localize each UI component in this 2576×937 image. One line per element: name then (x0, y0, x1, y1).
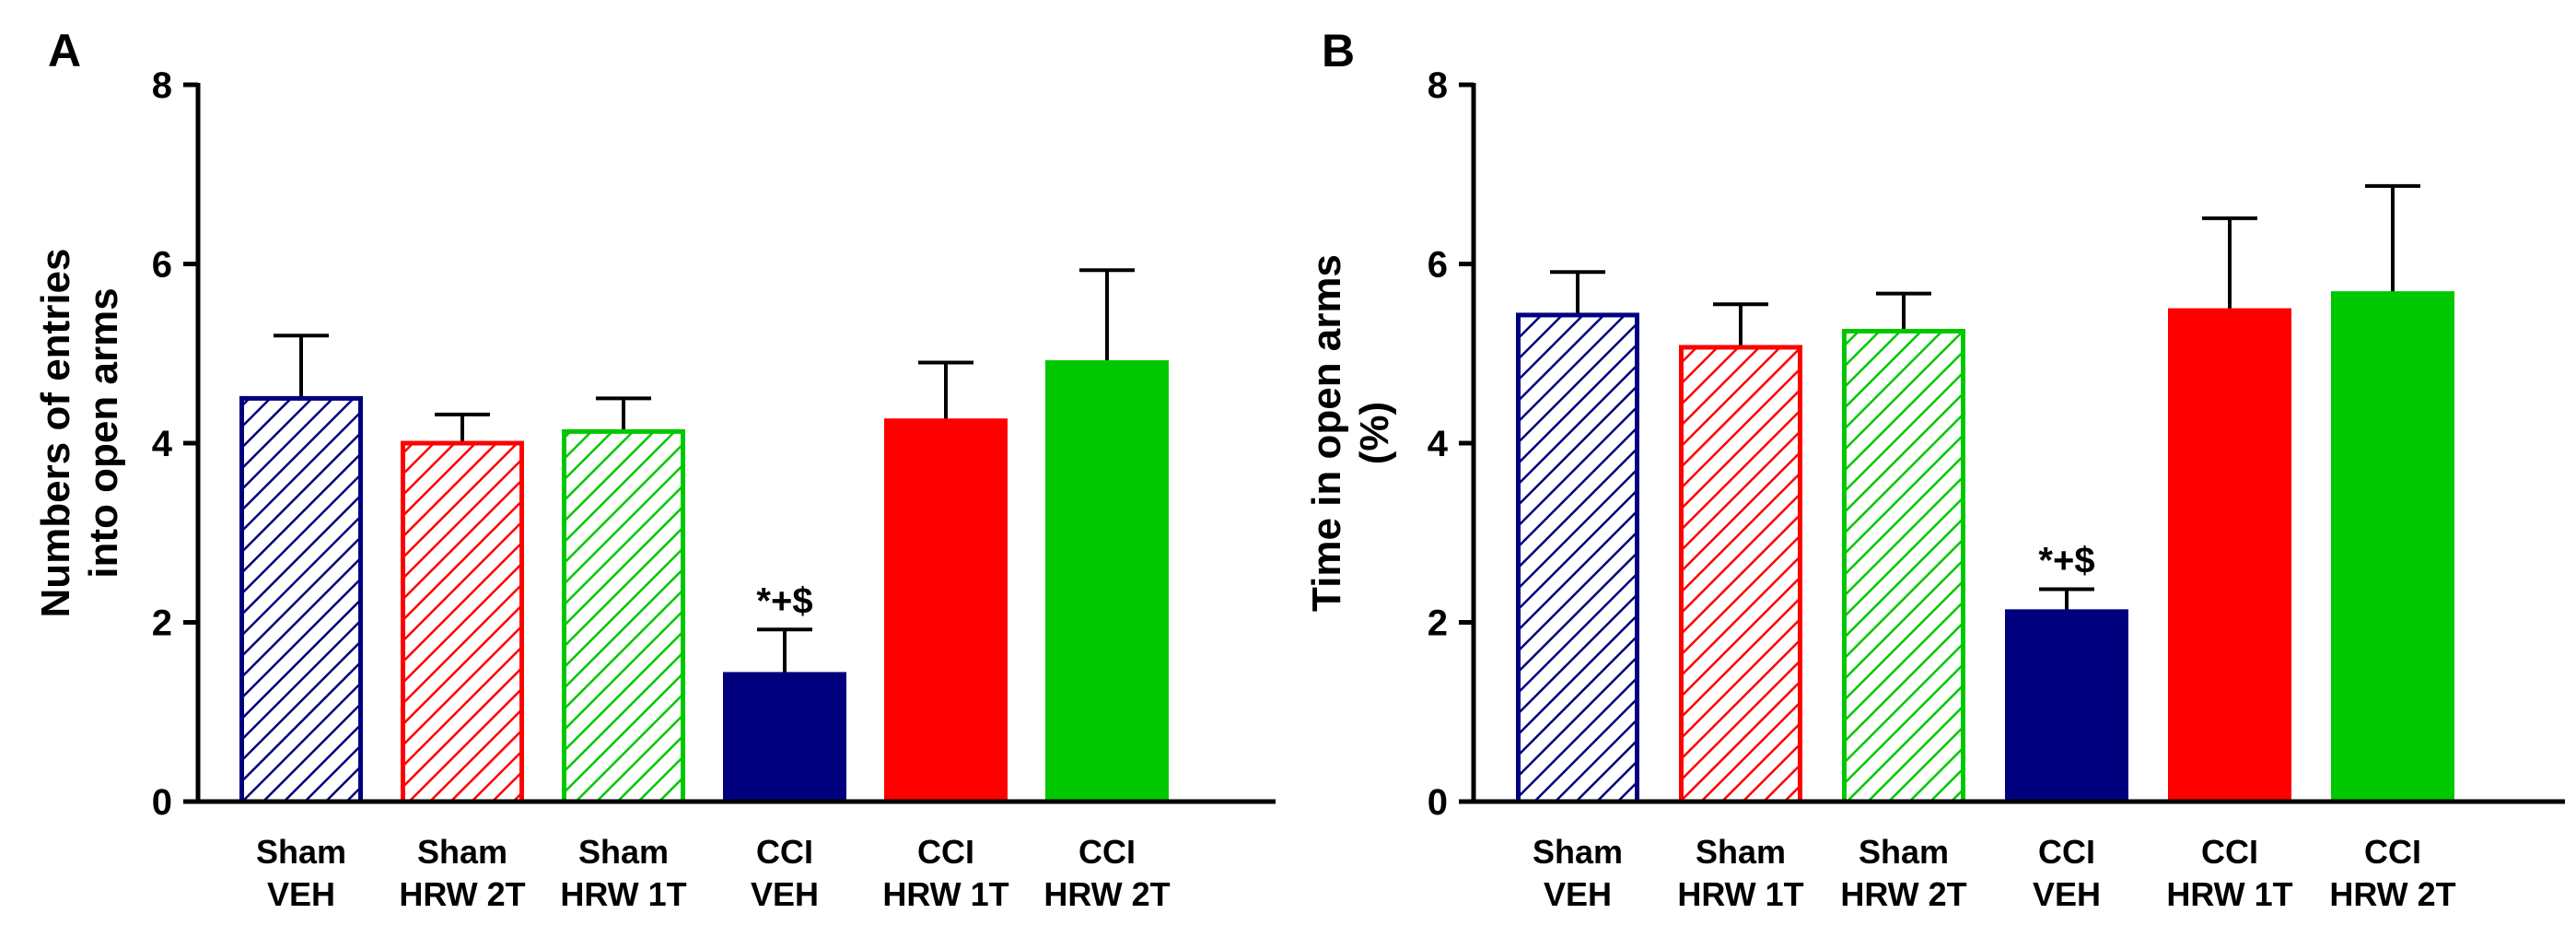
y-tick-label: 2 (1428, 603, 1448, 644)
y-axis-label-line-2: into open arms (81, 287, 126, 578)
chart-panel-a: A Numbers of entries into open arms 0 2 4 6… (33, 25, 1276, 913)
bar (562, 428, 685, 804)
significance-annotation: *+$ (756, 580, 812, 621)
x-tick-label: Sham (1533, 833, 1623, 871)
x-tick-label: VEH (2033, 875, 2101, 913)
y-axis-label-line-2: (%) (1352, 402, 1397, 464)
y-axis-label: Time in open arms (%) (1304, 254, 1397, 612)
x-tick-label: VEH (267, 875, 335, 913)
x-tick-label: HRW 2T (2329, 875, 2455, 913)
x-tick-label: Sham (578, 833, 669, 871)
bar (884, 418, 1008, 804)
y-tick-label: 0 (152, 782, 172, 823)
bar (1516, 312, 1639, 804)
x-tick-label: HRW 2T (1840, 875, 1966, 913)
bar (401, 440, 524, 804)
bar (2168, 308, 2291, 804)
x-tick-label: VEH (1544, 875, 1612, 913)
y-axis-label-line-1: Time in open arms (1304, 254, 1349, 612)
bar (723, 672, 846, 804)
significance-annotation: *+$ (2038, 541, 2094, 581)
bar (1679, 345, 1802, 804)
bar (2005, 609, 2128, 804)
bar (1842, 328, 1965, 804)
panel-label: A (48, 25, 81, 76)
x-tick-label: HRW 1T (560, 875, 686, 913)
x-tick-label: Sham (1859, 833, 1949, 871)
x-tick-label: HRW 2T (399, 875, 525, 913)
x-tick-label: HRW 1T (2166, 875, 2292, 913)
x-tick-label: Sham (256, 833, 346, 871)
panel-label: B (1322, 25, 1355, 76)
x-tick-label: Sham (1696, 833, 1786, 871)
y-tick-label: 4 (152, 424, 173, 464)
x-tick-label: HRW 1T (882, 875, 1008, 913)
x-tick-label: CCI (2364, 833, 2421, 871)
y-tick-label: 2 (152, 603, 172, 644)
x-tick-label: HRW 1T (1677, 875, 1803, 913)
x-tick-label: Sham (417, 833, 507, 871)
bar (239, 395, 363, 804)
y-axis-label: Numbers of entries into open arms (33, 249, 126, 618)
x-tick-label: HRW 2T (1043, 875, 1170, 913)
x-tick-label: CCI (756, 833, 813, 871)
y-axis-label-line-1: Numbers of entries (33, 249, 78, 618)
y-tick-label: 4 (1428, 424, 1449, 464)
bar (1045, 359, 1169, 804)
y-tick-label: 0 (1428, 782, 1448, 823)
y-tick-label: 8 (152, 65, 172, 106)
x-tick-label: CCI (2201, 833, 2258, 871)
x-tick-label: CCI (2038, 833, 2095, 871)
x-tick-label: CCI (1078, 833, 1136, 871)
y-tick-label: 6 (1428, 245, 1448, 286)
bar (2331, 291, 2454, 804)
x-tick-label: CCI (917, 833, 974, 871)
x-tick-label: VEH (751, 875, 819, 913)
chart-panel-b: B Time in open arms (%) 0 2 4 6 8 Sham VEH Sham… (1304, 25, 2565, 913)
y-tick-label: 8 (1428, 65, 1448, 106)
y-tick-label: 6 (152, 245, 172, 286)
